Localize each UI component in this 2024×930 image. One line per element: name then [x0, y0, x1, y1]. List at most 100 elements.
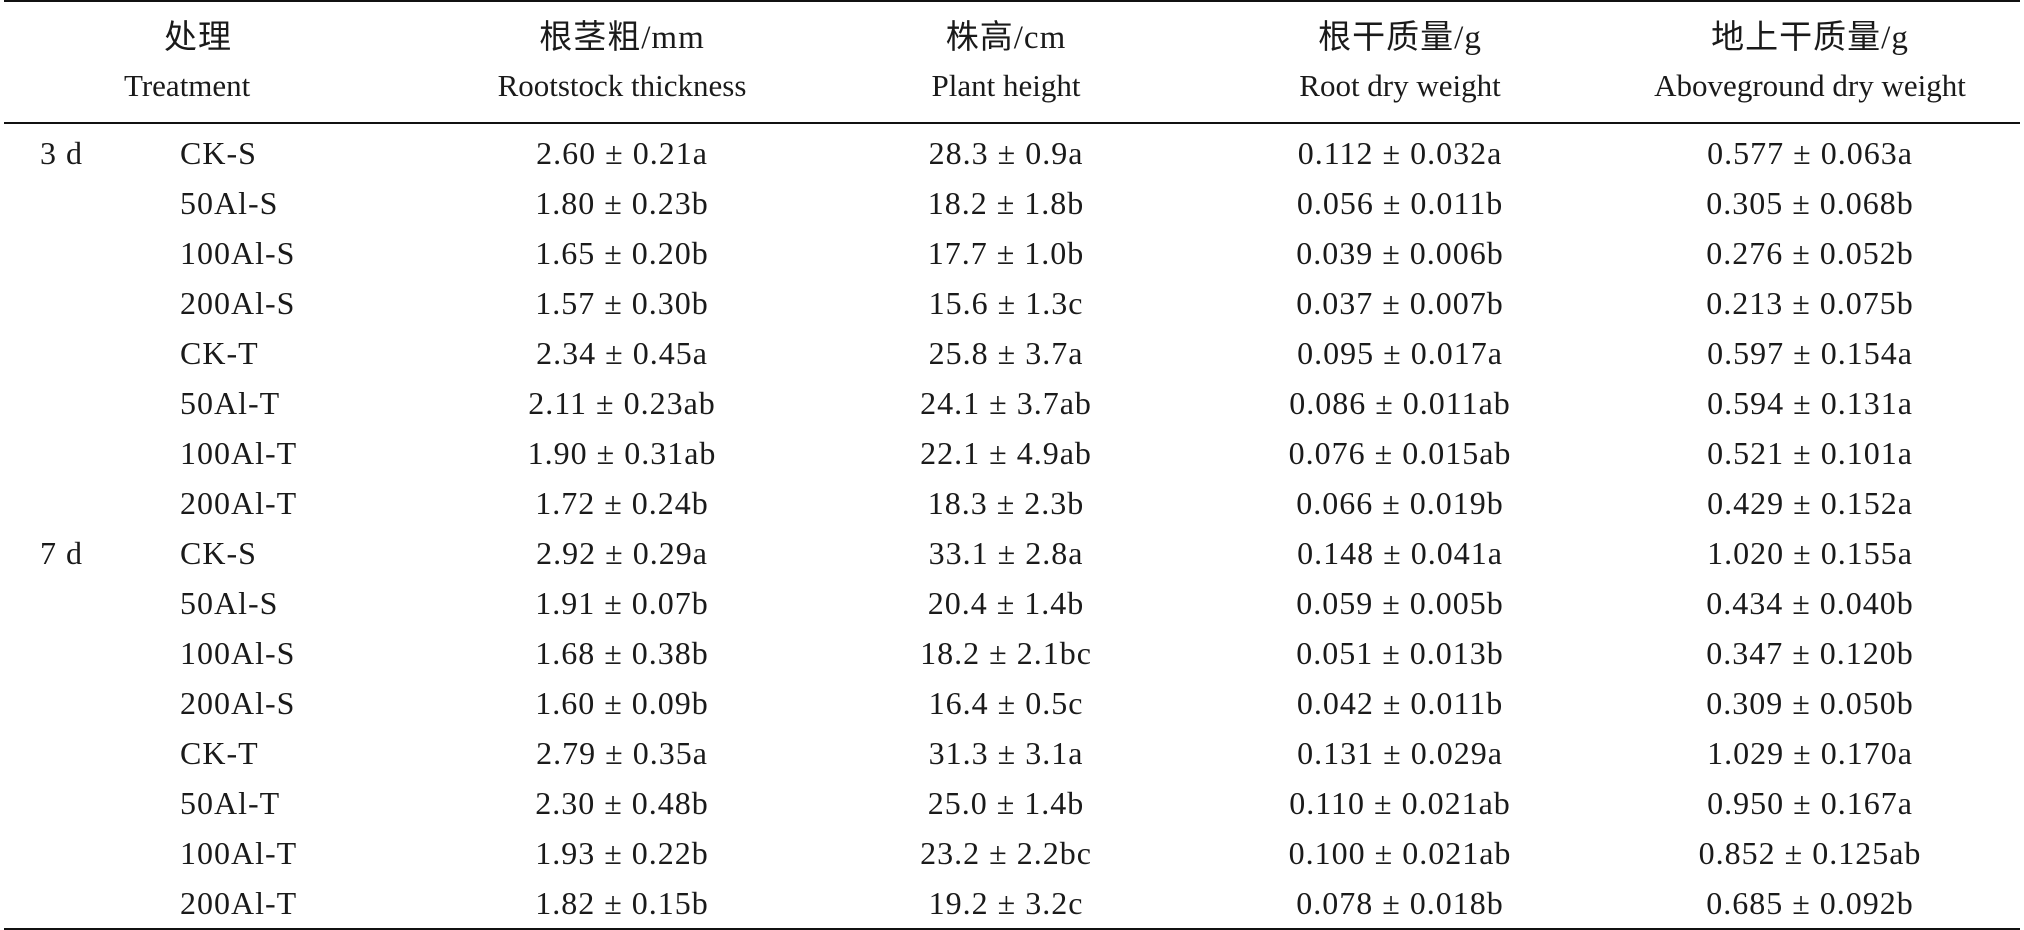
cell-rootstock: 2.92 ± 0.29a [536, 534, 708, 571]
cell-rootstock: 1.91 ± 0.07b [535, 584, 709, 621]
cell-treatment: 50Al-T [180, 784, 281, 821]
cell-rootstock: 1.57 ± 0.30b [535, 284, 709, 321]
table-row: 7 d CK-S 2.92 ± 0.29a 33.1 ± 2.8a 0.148 ± 0.… [4, 528, 2020, 578]
table-row: 50Al-T 2.30 ± 0.48b 25.0 ± 1.4b 0.110 ± 0.0… [4, 778, 2020, 828]
header-height-en: Plant height [931, 68, 1081, 103]
cell-treatment: CK-T [180, 334, 259, 371]
cell-above-dry: 0.309 ± 0.050b [1706, 684, 1914, 721]
cell-above-dry: 0.852 ± 0.125ab [1698, 834, 1922, 871]
cell-rootstock: 2.11 ± 0.23ab [528, 384, 716, 421]
cell-time [4, 478, 172, 528]
header-height: 株高/cm Plant height [812, 1, 1200, 123]
cell-treatment: 200Al-T [180, 484, 298, 521]
cell-time [4, 278, 172, 328]
cell-treatment: CK-S [180, 134, 257, 171]
table-header: 处理 Treatment 根茎粗/mm Rootstock thickness … [4, 1, 2021, 123]
cell-above-dry: 0.597 ± 0.154a [1707, 334, 1913, 371]
header-treatment-en: Treatment [124, 68, 251, 103]
cell-above-dry: 0.305 ± 0.068b [1706, 184, 1914, 221]
cell-rootstock: 1.93 ± 0.22b [535, 834, 709, 871]
cell-rootstock: 1.82 ± 0.15b [535, 884, 709, 921]
cell-time: 7 d [40, 534, 83, 571]
cell-rootstock: 1.72 ± 0.24b [535, 484, 709, 521]
cell-height: 18.2 ± 2.1bc [920, 634, 1092, 671]
header-root-dry-en: Root dry weight [1299, 68, 1501, 103]
results-table: 处理 Treatment 根茎粗/mm Rootstock thickness … [4, 0, 2021, 930]
cell-time [4, 728, 172, 778]
cell-treatment: 50Al-T [180, 384, 281, 421]
cell-height: 16.4 ± 0.5c [928, 684, 1084, 721]
table-row: 100Al-T 1.93 ± 0.22b 23.2 ± 2.2bc 0.100 ± 0… [4, 828, 2020, 878]
cell-root-dry: 0.131 ± 0.029a [1297, 734, 1503, 771]
header-row: 处理 Treatment 根茎粗/mm Rootstock thickness … [4, 1, 2021, 123]
cell-root-dry: 0.037 ± 0.007b [1296, 284, 1504, 321]
cell-above-dry: 0.685 ± 0.092b [1706, 884, 1914, 921]
cell-height: 25.0 ± 1.4b [927, 784, 1085, 821]
cell-height: 22.1 ± 4.9ab [920, 434, 1092, 471]
cell-root-dry: 0.112 ± 0.032a [1297, 134, 1503, 171]
cell-rootstock: 2.60 ± 0.21a [536, 134, 708, 171]
cell-height: 31.3 ± 3.1a [928, 734, 1084, 771]
cell-time [4, 578, 172, 628]
cell-above-dry: 0.429 ± 0.152a [1707, 484, 1913, 521]
cell-time [4, 378, 172, 428]
table-row: 3 d CK-S 2.60 ± 0.21a 28.3 ± 0.9a 0.112 ± 0.… [4, 123, 2020, 178]
cell-treatment: 100Al-S [180, 234, 296, 271]
cell-time [4, 878, 172, 929]
table-row: 100Al-S 1.68 ± 0.38b 18.2 ± 2.1bc 0.051 ± 0… [4, 628, 2020, 678]
cell-treatment: 50Al-S [180, 584, 279, 621]
cell-treatment: 50Al-S [180, 184, 279, 221]
cell-rootstock: 1.90 ± 0.31ab [527, 434, 717, 471]
cell-above-dry: 0.276 ± 0.052b [1706, 234, 1914, 271]
cell-treatment: 200Al-T [180, 884, 298, 921]
cell-height: 18.3 ± 2.3b [927, 484, 1085, 521]
table-body: 3 d CK-S 2.60 ± 0.21a 28.3 ± 0.9a 0.112 ± 0.… [4, 123, 2020, 929]
cell-root-dry: 0.086 ± 0.011ab [1289, 384, 1511, 421]
header-treatment-zh: 处理 [164, 20, 232, 56]
cell-above-dry: 1.029 ± 0.170a [1707, 734, 1913, 771]
header-rootstock-zh: 根茎粗/mm [539, 20, 705, 56]
header-above-dry: 地上干质量/g Aboveground dry weight [1600, 1, 2020, 123]
cell-time [4, 828, 172, 878]
table-row: 50Al-S 1.91 ± 0.07b 20.4 ± 1.4b 0.059 ± 0.0… [4, 578, 2020, 628]
cell-time [4, 328, 172, 378]
cell-root-dry: 0.148 ± 0.041a [1297, 534, 1503, 571]
cell-time [4, 428, 172, 478]
cell-above-dry: 0.950 ± 0.167a [1707, 784, 1913, 821]
cell-height: 15.6 ± 1.3c [928, 284, 1084, 321]
cell-above-dry: 0.434 ± 0.040b [1706, 584, 1914, 621]
cell-rootstock: 1.60 ± 0.09b [535, 684, 709, 721]
cell-time [4, 178, 172, 228]
cell-height: 25.8 ± 3.7a [928, 334, 1084, 371]
cell-root-dry: 0.039 ± 0.006b [1296, 234, 1504, 271]
cell-root-dry: 0.095 ± 0.017a [1297, 334, 1503, 371]
table-row: 50Al-T 2.11 ± 0.23ab 24.1 ± 3.7ab 0.086 ± 0… [4, 378, 2020, 428]
cell-root-dry: 0.051 ± 0.013b [1296, 634, 1504, 671]
table-row: 200Al-S 1.60 ± 0.09b 16.4 ± 0.5c 0.042 ± 0.… [4, 678, 2020, 728]
cell-treatment: CK-T [180, 734, 259, 771]
cell-height: 20.4 ± 1.4b [927, 584, 1085, 621]
cell-height: 28.3 ± 0.9a [928, 134, 1084, 171]
header-root-dry-zh: 根干质量/g [1318, 20, 1482, 56]
cell-treatment: 100Al-S [180, 634, 296, 671]
header-root-dry: 根干质量/g Root dry weight [1200, 1, 1600, 123]
cell-height: 33.1 ± 2.8a [928, 534, 1084, 571]
table-row: 100Al-T 1.90 ± 0.31ab 22.1 ± 4.9ab 0.076 ± … [4, 428, 2020, 478]
cell-treatment: 100Al-T [180, 434, 298, 471]
cell-root-dry: 0.042 ± 0.011b [1296, 684, 1504, 721]
cell-time [4, 628, 172, 678]
header-above-dry-en: Aboveground dry weight [1654, 68, 1966, 103]
table-row: 50Al-S 1.80 ± 0.23b 18.2 ± 1.8b 0.056 ± 0.0… [4, 178, 2020, 228]
header-height-zh: 株高/cm [945, 20, 1067, 56]
table-row: 200Al-T 1.72 ± 0.24b 18.3 ± 2.3b 0.066 ± 0.… [4, 478, 2020, 528]
cell-height: 17.7 ± 1.0b [927, 234, 1085, 271]
cell-rootstock: 1.65 ± 0.20b [535, 234, 709, 271]
cell-above-dry: 0.213 ± 0.075b [1706, 284, 1914, 321]
table-row: 200Al-S 1.57 ± 0.30b 15.6 ± 1.3c 0.037 ± 0.… [4, 278, 2020, 328]
cell-height: 19.2 ± 3.2c [928, 884, 1084, 921]
table-row: CK-T 2.34 ± 0.45a 25.8 ± 3.7a 0.095 ± 0.017… [4, 328, 2020, 378]
cell-rootstock: 2.30 ± 0.48b [535, 784, 709, 821]
cell-root-dry: 0.078 ± 0.018b [1296, 884, 1504, 921]
cell-treatment: 200Al-S [180, 684, 296, 721]
